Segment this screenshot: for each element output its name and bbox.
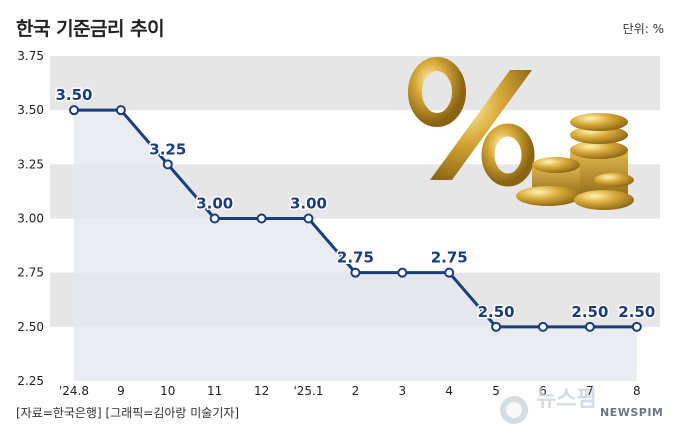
y-tick-label: 2.25 [17,374,44,388]
y-tick-label: 3.00 [17,212,44,226]
data-point [209,213,220,224]
data-point [115,105,126,116]
y-tick-label: 2.75 [17,266,44,280]
newspim-watermark: 뉴스핌 [498,382,668,438]
x-tick-label: 12 [254,384,269,398]
svg-text:뉴스핌: 뉴스핌 [536,387,597,412]
data-point [538,321,548,332]
area-under-line [74,110,637,382]
y-tick-label: 3.25 [17,157,44,171]
data-point [444,267,455,278]
data-labels: 3.50 3.25 3.00 3.00 2.75 2.75 2.50 2.50 2.50 [54,85,657,323]
data-label: 2.50 [618,303,655,321]
x-tick-label: 11 [207,384,222,398]
y-tick-label: 3.50 [17,103,44,117]
x-tick-label: 2 [352,384,360,398]
grid-band [50,56,660,111]
y-axis: 3.75 3.50 3.25 3.00 2.75 2.50 2.25 [17,49,44,388]
x-tick-label: 10 [160,384,175,398]
data-label: 2.75 [337,249,374,267]
data-label: 2.50 [571,303,608,321]
x-tick-label: 5 [492,384,500,398]
x-tick-label: 4 [445,384,453,398]
chart-title: 한국 기준금리 추이 [16,18,165,40]
data-point [162,159,173,170]
x-tick-label: 6 [539,384,547,398]
data-point [350,267,361,278]
newspim-logo-icon: 뉴스핌 [500,387,597,424]
data-point [584,321,595,332]
y-tick-label: 3.75 [17,49,44,63]
series-points [69,105,642,332]
data-label: 3.00 [196,195,233,213]
x-tick-label: 3 [398,384,406,398]
data-point [69,105,79,116]
x-tick-label: 8 [633,384,641,398]
data-point [397,267,408,278]
x-tick-label: 7 [586,384,594,398]
y-tick-label: 2.50 [17,320,44,334]
data-label: 3.50 [55,86,92,104]
data-label: 2.75 [431,249,468,267]
data-point [631,321,642,332]
area-fill [74,110,637,382]
data-label: 2.50 [478,303,515,321]
x-tick-label: 9 [117,384,125,398]
data-point [491,321,502,332]
x-axis: '24.8 9 10 11 12 '25.1 2 3 4 5 6 7 8 [59,384,641,398]
data-point [303,213,314,224]
x-tick-label: '25.1 [293,384,323,398]
gold-percent-coins-illustration [408,57,634,210]
data-label: 3.00 [290,195,327,213]
data-point [256,213,267,224]
source-credit: [자료=한국은행] [그래픽=김아랑 미술기자] [16,406,240,420]
x-tick-label: '24.8 [59,384,89,398]
unit-label: 단위: % [622,22,664,36]
newspim-wordmark: NEWSPIM [600,406,664,419]
data-label: 3.25 [149,140,186,158]
